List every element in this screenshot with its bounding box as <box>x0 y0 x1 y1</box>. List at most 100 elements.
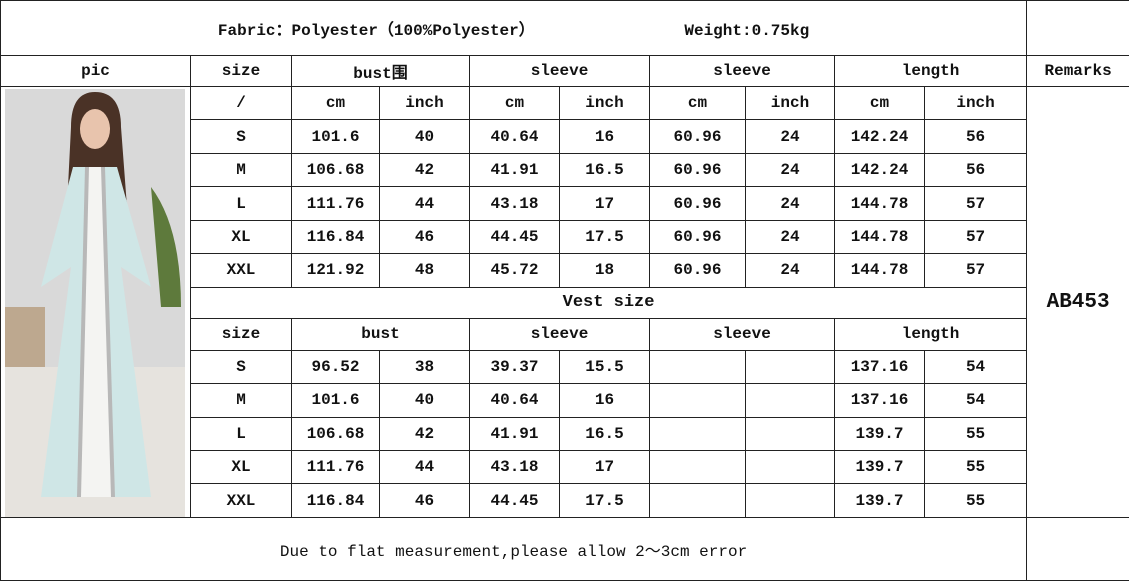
measurement-cell: 144.78 <box>834 219 925 255</box>
size-label: XL <box>190 219 292 255</box>
measurement-cell: 44.45 <box>469 483 560 518</box>
vest-size-row: L 106.68 42 41.91 16.5 139.7 55 <box>1 416 1129 451</box>
measurement-cell: 39.37 <box>469 349 560 385</box>
vest-header-size: size <box>190 318 292 351</box>
measurement-cell: 56 <box>923 119 1028 154</box>
measurement-cell: 60.96 <box>649 152 746 188</box>
measurement-cell: 38 <box>379 349 470 385</box>
measurement-cell: 46 <box>379 219 470 255</box>
size-label: XXL <box>190 253 292 288</box>
product-photo <box>0 86 191 518</box>
empty-cell <box>1026 517 1129 581</box>
unit-cell: cm <box>649 85 746 121</box>
measurement-cell: 137.16 <box>834 383 925 418</box>
measurement-cell: 18 <box>559 253 650 288</box>
remark-code: AB453 <box>1026 86 1129 518</box>
measurement-cell: 54 <box>923 349 1028 385</box>
measurement-cell: 142.24 <box>834 119 925 154</box>
measurement-cell <box>745 416 835 451</box>
measurement-cell: 106.68 <box>291 416 380 451</box>
measurement-cell: 137.16 <box>834 349 925 385</box>
measurement-cell: 41.91 <box>469 416 560 451</box>
measurement-cell: 142.24 <box>834 152 925 188</box>
measurement-cell: 106.68 <box>291 152 380 188</box>
measurement-cell: 24 <box>745 119 835 154</box>
measurement-cell: 48 <box>379 253 470 288</box>
unit-cell: inch <box>923 85 1028 121</box>
measurement-cell: 57 <box>923 186 1028 221</box>
measurement-cell: 139.7 <box>834 416 925 451</box>
header-bust: bust围 <box>291 55 470 87</box>
measurement-cell <box>745 483 835 518</box>
header-sleeve-2: sleeve <box>649 55 835 87</box>
measurement-cell: 57 <box>923 253 1028 288</box>
measurement-cell: 17 <box>559 449 650 485</box>
measurement-cell: 17 <box>559 186 650 221</box>
measurement-cell: 17.5 <box>559 219 650 255</box>
vest-header-bust: bust <box>291 318 470 351</box>
measurement-cell: 57 <box>923 219 1028 255</box>
title-cell: Fabric：Polyester（100%Polyester） Weight:0… <box>0 0 1028 56</box>
measurement-cell <box>649 483 746 518</box>
size-row: L 111.76 44 43.18 17 60.96 24 144.78 57 <box>1 186 1129 221</box>
measurement-cell <box>745 349 835 385</box>
measurement-cell <box>649 383 746 418</box>
header-length: length <box>833 55 1028 87</box>
measurement-cell: 24 <box>745 219 835 255</box>
header-remarks: Remarks <box>1026 55 1129 87</box>
size-label: S <box>190 119 292 154</box>
measurement-cell: 101.6 <box>291 119 380 154</box>
size-label: XXL <box>190 483 292 518</box>
weight-label: Weight:0.75kg <box>684 22 810 40</box>
fabric-label: Fabric：Polyester（100%Polyester） <box>217 22 535 40</box>
measurement-cell: 16 <box>559 119 650 154</box>
measurement-cell: 45.72 <box>469 253 560 288</box>
vest-header-length: length <box>833 318 1028 351</box>
measurement-cell: 16.5 <box>559 152 650 188</box>
size-label: L <box>190 416 292 451</box>
measurement-cell: 44.45 <box>469 219 560 255</box>
measurement-cell: 43.18 <box>469 449 560 485</box>
measurement-cell: 44 <box>379 449 470 485</box>
measurement-cell: 17.5 <box>559 483 650 518</box>
header-sleeve: sleeve <box>469 55 650 87</box>
measurement-cell: 60.96 <box>649 186 746 221</box>
measurement-cell: 40.64 <box>469 383 560 418</box>
measurement-cell <box>649 349 746 385</box>
unit-cell: inch <box>745 85 835 121</box>
measurement-cell: 116.84 <box>291 483 380 518</box>
measurement-cell: 24 <box>745 253 835 288</box>
empty-cell <box>1026 0 1129 56</box>
size-label: M <box>190 383 292 418</box>
measurement-cell: 46 <box>379 483 470 518</box>
measurement-cell: 101.6 <box>291 383 380 418</box>
unit-cell: inch <box>379 85 470 121</box>
measurement-cell: 60.96 <box>649 219 746 255</box>
size-label: M <box>190 152 292 188</box>
unit-cell: cm <box>291 85 380 121</box>
measurement-cell: 116.84 <box>291 219 380 255</box>
measurement-cell: 43.18 <box>469 186 560 221</box>
measurement-cell: 96.52 <box>291 349 380 385</box>
measurement-cell: 111.76 <box>291 186 380 221</box>
measurement-cell: 16.5 <box>559 416 650 451</box>
measurement-cell <box>649 449 746 485</box>
header-pic: pic <box>0 55 191 87</box>
unit-cell: inch <box>559 85 650 121</box>
size-row: XXL 121.92 48 45.72 18 60.96 24 144.78 57 <box>1 253 1129 288</box>
vest-header-sleeve: sleeve <box>469 318 650 351</box>
measurement-cell: 56 <box>923 152 1028 188</box>
measurement-cell: 15.5 <box>559 349 650 385</box>
measurement-cell: 42 <box>379 416 470 451</box>
measurement-cell: 55 <box>923 483 1028 518</box>
measurement-cell: 16 <box>559 383 650 418</box>
unit-cell: cm <box>469 85 560 121</box>
vest-size-row: M 101.6 40 40.64 16 137.16 54 <box>1 383 1129 418</box>
measurement-cell: 54 <box>923 383 1028 418</box>
measurement-cell <box>649 416 746 451</box>
header-size: size <box>190 55 292 87</box>
measurement-cell: 139.7 <box>834 483 925 518</box>
measurement-cell: 24 <box>745 152 835 188</box>
footer-note: Due to flat measurement,please allow 2～3… <box>0 517 1028 581</box>
